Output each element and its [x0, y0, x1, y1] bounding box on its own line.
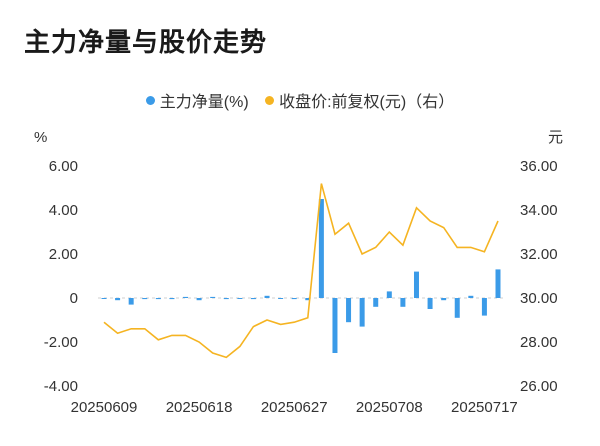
net-volume-bar[interactable]	[291, 298, 297, 300]
legend-dot-icon	[145, 95, 155, 105]
net-volume-bar[interactable]	[223, 298, 229, 300]
net-volume-bar[interactable]	[128, 298, 134, 305]
net-volume-bar[interactable]	[115, 298, 121, 301]
legend-dot-icon	[265, 95, 275, 105]
net-volume-bar[interactable]	[101, 298, 107, 299]
left-axis-tick-label: 0	[70, 290, 78, 307]
net-volume-bar[interactable]	[495, 269, 501, 298]
chart-legend: 主力净量(%) 收盘价:前复权(元)（右）	[0, 88, 600, 112]
left-axis-tick-label: -4.00	[44, 378, 78, 395]
right-axis-tick-label: 30.00	[520, 290, 558, 307]
net-volume-bar[interactable]	[142, 298, 148, 300]
legend-label: 收盘价:前复权(元)（右）	[279, 94, 455, 111]
net-volume-bar[interactable]	[264, 295, 270, 298]
net-volume-bar[interactable]	[413, 271, 419, 298]
net-volume-bar[interactable]	[481, 298, 487, 316]
x-axis-tick-label: 20250618	[166, 399, 233, 416]
net-volume-bar[interactable]	[155, 298, 161, 300]
legend-label: 主力净量(%)	[159, 94, 249, 111]
net-volume-bar[interactable]	[373, 298, 379, 307]
right-axis-tick-label: 32.00	[520, 246, 558, 263]
net-volume-bar[interactable]	[305, 298, 311, 301]
left-axis-unit: %	[34, 129, 47, 146]
net-volume-bar[interactable]	[210, 296, 216, 298]
net-volume-bar[interactable]	[386, 291, 392, 298]
x-axis-tick-label: 20250717	[451, 399, 518, 416]
net-volume-bar[interactable]	[332, 298, 338, 353]
x-axis-tick-label: 20250708	[356, 399, 423, 416]
left-axis-tick-label: -2.00	[44, 334, 78, 351]
left-axis-tick-label: 2.00	[49, 246, 78, 263]
right-axis-tick-label: 28.00	[520, 334, 558, 351]
chart-title: 主力净量与股价走势	[24, 27, 268, 57]
right-axis-tick-label: 36.00	[520, 158, 558, 175]
net-volume-bar[interactable]	[278, 298, 284, 299]
right-axis-unit: 元	[548, 129, 563, 146]
net-volume-bar[interactable]	[183, 296, 189, 298]
close-price-line	[103, 183, 499, 359]
net-volume-bar[interactable]	[196, 298, 202, 301]
net-volume-bar[interactable]	[454, 298, 460, 318]
net-volume-bar[interactable]	[250, 298, 256, 300]
net-volume-bar[interactable]	[169, 298, 175, 300]
net-volume-bar[interactable]	[468, 295, 474, 298]
legend-item-net-volume[interactable]: 主力净量(%)	[145, 88, 249, 112]
legend-item-close-price[interactable]: 收盘价:前复权(元)（右）	[265, 88, 454, 112]
x-axis-tick-label: 20250609	[71, 399, 138, 416]
x-axis-tick-label: 20250627	[261, 399, 328, 416]
left-axis-tick-label: 4.00	[49, 202, 78, 219]
left-axis-tick-label: 6.00	[49, 158, 78, 175]
net-volume-bar[interactable]	[400, 298, 406, 307]
net-volume-bar[interactable]	[318, 199, 324, 298]
net-volume-bar[interactable]	[237, 298, 243, 299]
right-axis-tick-label: 26.00	[520, 378, 558, 395]
net-volume-bar[interactable]	[359, 298, 365, 327]
net-volume-bar[interactable]	[427, 298, 433, 309]
net-volume-bar[interactable]	[441, 298, 447, 301]
right-axis-tick-label: 34.00	[520, 202, 558, 219]
net-volume-bar[interactable]	[346, 298, 352, 323]
